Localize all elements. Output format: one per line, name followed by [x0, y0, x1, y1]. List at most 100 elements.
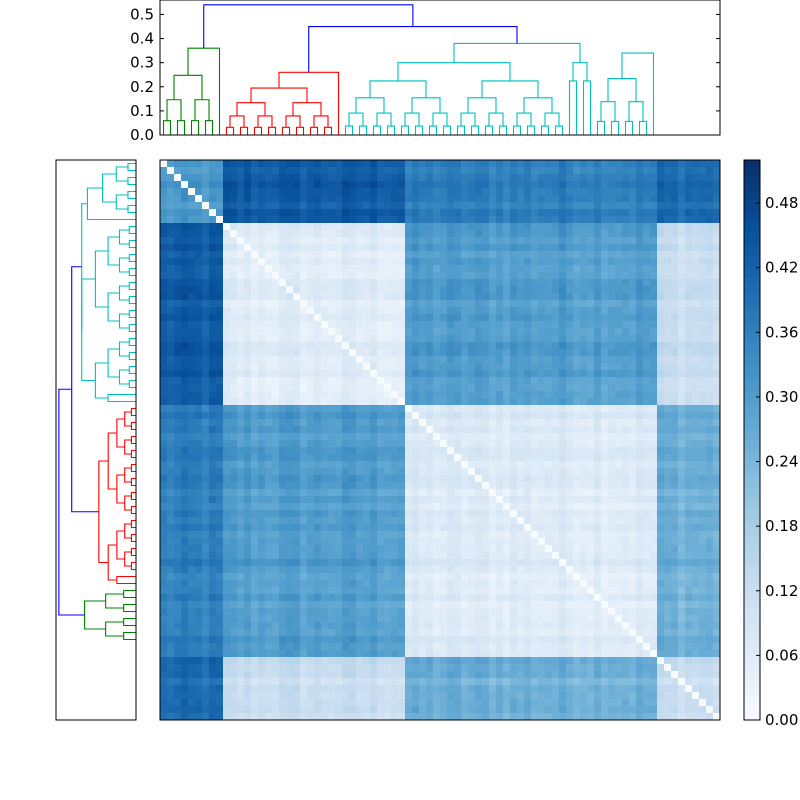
heatmap-cell [692, 468, 700, 476]
heatmap-cell [412, 272, 420, 280]
heatmap-cell [356, 566, 364, 574]
heatmap-cell [230, 398, 238, 406]
heatmap-cell [265, 405, 273, 413]
heatmap-cell [454, 517, 462, 525]
heatmap-cell [223, 349, 231, 357]
heatmap-cell [265, 496, 273, 504]
heatmap-cell [356, 167, 364, 175]
heatmap-cell [706, 468, 714, 476]
heatmap-cell [580, 293, 588, 301]
heatmap-cell [643, 517, 651, 525]
heatmap-cell [181, 195, 189, 203]
heatmap-cell [335, 335, 343, 343]
heatmap-cell [216, 349, 224, 357]
heatmap-cell [426, 363, 434, 371]
dendrogram-link [118, 341, 130, 357]
heatmap-cell [286, 237, 294, 245]
heatmap-cell [195, 391, 203, 399]
heatmap-cell [587, 356, 595, 364]
heatmap-cell [664, 363, 672, 371]
heatmap-cell [538, 531, 546, 539]
heatmap-cell [293, 475, 301, 483]
heatmap-cell [244, 321, 252, 329]
heatmap-cell [433, 531, 441, 539]
heatmap-cell [454, 251, 462, 259]
heatmap-cell [664, 286, 672, 294]
heatmap-cell [573, 230, 581, 238]
heatmap-cell [216, 475, 224, 483]
heatmap-cell [699, 517, 707, 525]
heatmap-cell [202, 454, 210, 462]
heatmap-cell [377, 580, 385, 588]
heatmap-cell [629, 349, 637, 357]
heatmap-cell [356, 412, 364, 420]
heatmap-cell [328, 489, 336, 497]
heatmap-cell [188, 370, 196, 378]
heatmap-cell [454, 363, 462, 371]
heatmap-cell [188, 342, 196, 350]
heatmap-cell [629, 440, 637, 448]
heatmap-cell [209, 573, 217, 581]
heatmap-cell [671, 531, 679, 539]
heatmap-cell [447, 538, 455, 546]
heatmap-cell [643, 545, 651, 553]
heatmap-cell [293, 573, 301, 581]
heatmap-cell [706, 552, 714, 560]
heatmap-cell [258, 188, 266, 196]
heatmap-cell [545, 328, 553, 336]
heatmap-cell [538, 489, 546, 497]
heatmap-cell [412, 580, 420, 588]
heatmap-cell [195, 314, 203, 322]
heatmap-cell [461, 202, 469, 210]
heatmap-cell [328, 167, 336, 175]
heatmap-cell [181, 279, 189, 287]
heatmap-cell [601, 293, 609, 301]
heatmap-cell [608, 244, 616, 252]
heatmap-cell [391, 412, 399, 420]
heatmap-cell [538, 552, 546, 560]
heatmap-cell [335, 370, 343, 378]
heatmap-cell [587, 405, 595, 413]
heatmap-cell [538, 237, 546, 245]
heatmap-cell [384, 195, 392, 203]
heatmap-cell [167, 377, 175, 385]
top-dendrogram-tick-label: 0.1 [130, 102, 154, 120]
heatmap-cell [188, 279, 196, 287]
heatmap-cell [314, 503, 322, 511]
dendrogram-link [470, 125, 480, 135]
heatmap-cell [573, 251, 581, 259]
heatmap-cell [356, 405, 364, 413]
heatmap-cell [650, 503, 658, 511]
heatmap-cell [426, 433, 434, 441]
heatmap-cell [685, 202, 693, 210]
heatmap-cell [636, 314, 644, 322]
heatmap-cell [713, 370, 721, 378]
heatmap-cell [461, 244, 469, 252]
heatmap-cell [321, 524, 329, 532]
heatmap-cell [230, 188, 238, 196]
heatmap-cell [622, 552, 630, 560]
heatmap-cell [503, 405, 511, 413]
heatmap-cell [664, 342, 672, 350]
heatmap-cell [251, 398, 259, 406]
heatmap-cell [587, 545, 595, 553]
heatmap-cell [566, 328, 574, 336]
heatmap-cell [713, 482, 721, 490]
heatmap-cell [622, 272, 630, 280]
heatmap-cell [314, 160, 322, 168]
heatmap-cell [482, 321, 490, 329]
heatmap-cell [293, 384, 301, 392]
heatmap-cell [552, 398, 560, 406]
heatmap-cell [713, 363, 721, 371]
heatmap-cell [398, 335, 406, 343]
heatmap-cell [706, 573, 714, 581]
heatmap-cell [356, 545, 364, 553]
heatmap-cell [363, 475, 371, 483]
heatmap-cell [573, 412, 581, 420]
heatmap-cell [566, 440, 574, 448]
heatmap-cell [454, 461, 462, 469]
heatmap-cell [195, 335, 203, 343]
heatmap-cell [188, 258, 196, 266]
heatmap-cell [454, 412, 462, 420]
heatmap-cell [216, 447, 224, 455]
